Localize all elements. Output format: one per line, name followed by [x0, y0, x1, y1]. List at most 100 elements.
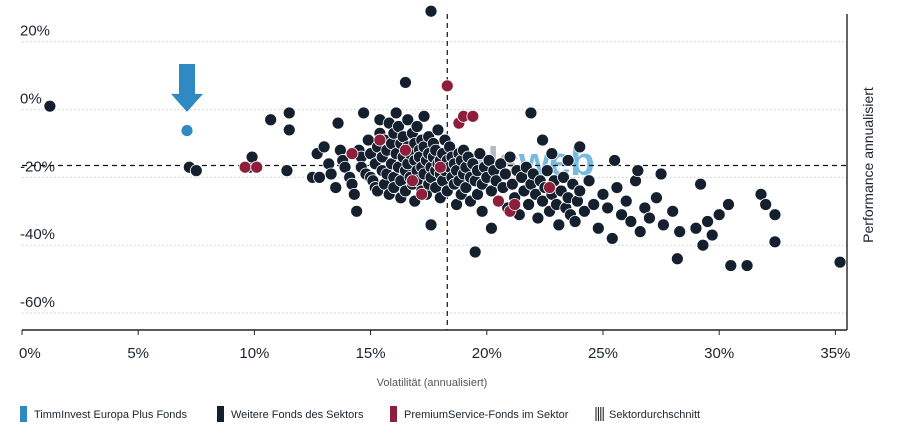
x-tick-label: 25% — [588, 345, 618, 362]
legend-item: Sektordurchschnitt — [595, 407, 700, 421]
legend-swatch — [217, 406, 224, 422]
premium-fund-point — [406, 174, 419, 188]
y-tick-label: -40% — [20, 226, 55, 243]
premium-fund-point — [543, 181, 556, 194]
sector-fund-point — [282, 123, 296, 137]
sector-fund-point — [282, 106, 296, 120]
sector-fund-point — [524, 106, 538, 120]
highlight-arrow — [171, 64, 203, 112]
sector-fund-point — [601, 201, 615, 215]
sector-fund-point — [561, 154, 575, 167]
sector-fund-point — [545, 147, 559, 161]
premium-fund-point — [433, 160, 447, 174]
sector-fund-point — [573, 140, 587, 154]
sector-fund-point — [329, 181, 343, 194]
premium-fund-point — [238, 160, 252, 174]
legend-label: TimmInvest Europa Plus Fonds — [34, 409, 188, 421]
sector-fund-point — [313, 170, 326, 184]
sector-fund-point — [615, 208, 628, 222]
premium-fund-point — [508, 198, 522, 211]
y-tick-label: -60% — [20, 294, 55, 311]
x-tick-label: 30% — [704, 345, 734, 362]
sector-fund-point — [280, 164, 294, 178]
legend-item: Weitere Fonds des Sektors — [217, 406, 364, 422]
premium-fund-point — [250, 160, 264, 174]
y-tick-label: 0% — [20, 91, 42, 108]
sector-fund-point — [643, 211, 656, 225]
sector-fund-point — [505, 177, 519, 191]
sector-fund-point — [43, 99, 57, 113]
sector-fund-point — [650, 191, 663, 205]
tick-labels: 0% 5% 10% 15% 20% 25% 30% 35% 20% 0% -20% -40% -60% — [19, 23, 850, 362]
sector-fund-point — [768, 208, 782, 222]
premium-fund-point — [345, 147, 359, 161]
x-tick-label: 5% — [127, 345, 149, 362]
sector-fund-point — [689, 221, 703, 235]
legend-swatch — [390, 406, 397, 422]
x-tick-label: 20% — [472, 345, 502, 362]
sector-fund-point — [587, 198, 601, 211]
legend: TimmInvest Europa Plus Fonds Weitere Fond… — [20, 406, 700, 422]
sector-fund-point — [431, 123, 445, 137]
sector-fund-point — [473, 147, 487, 161]
sector-fund-point — [399, 76, 412, 89]
sector-fund-point — [536, 194, 549, 208]
premium-fund-point — [492, 194, 505, 208]
sector-fund-point — [568, 215, 582, 228]
y-tick-label: 20% — [20, 23, 50, 40]
sector-fund-point — [522, 198, 536, 211]
sector-fund-point — [654, 167, 668, 181]
x-tick-label: 35% — [820, 345, 850, 362]
y-tick-label: -20% — [20, 158, 55, 175]
sector-fund-point — [694, 177, 707, 191]
sector-fund-point — [503, 150, 517, 164]
sector-fund-point — [498, 167, 512, 181]
sector-fund-point — [696, 238, 710, 252]
sector-fund-point — [350, 204, 364, 218]
sector-fund-point — [596, 187, 610, 201]
sector-fund-point — [673, 225, 687, 239]
sector-fund-point — [619, 194, 633, 208]
sector-fund-point — [631, 164, 645, 178]
sector-fund-point — [485, 221, 498, 235]
legend-label: PremiumService-Fonds im Sektor — [404, 409, 569, 421]
sector-fund-point — [624, 215, 638, 228]
premium-fund-point — [466, 109, 480, 123]
sector-fund-point — [324, 167, 338, 181]
sector-fund-point — [666, 204, 680, 218]
timminvest-fund-point — [180, 124, 194, 137]
premium-fund-point — [415, 187, 429, 201]
sector-fund-point — [189, 164, 203, 178]
sector-fund-point — [417, 109, 431, 123]
data-points — [43, 4, 847, 272]
sector-fund-point — [531, 211, 545, 225]
sector-fund-point — [540, 164, 554, 178]
sector-fund-point — [468, 245, 482, 259]
sector-fund-point — [633, 225, 647, 239]
sector-fund-point — [401, 113, 415, 127]
sector-fund-point — [833, 255, 847, 269]
sector-fund-point — [331, 116, 345, 130]
sector-fund-point — [410, 120, 424, 133]
sector-fund-point — [552, 218, 566, 232]
sector-fund-point — [582, 174, 596, 188]
sector-fund-point — [705, 228, 719, 242]
axes — [22, 14, 848, 331]
x-tick-label: 0% — [19, 345, 41, 362]
sector-fund-point — [536, 133, 549, 147]
legend-swatch — [20, 406, 27, 422]
legend-item: PremiumService-Fonds im Sektor — [390, 406, 569, 422]
sector-fund-point — [610, 181, 624, 194]
sector-fund-point — [605, 232, 619, 245]
highlight-arrow-group — [171, 64, 203, 112]
sector-fund-point — [712, 208, 726, 222]
sector-fund-point — [724, 259, 738, 272]
sector-fund-point — [573, 184, 587, 198]
sector-fund-point — [577, 204, 591, 218]
sector-fund-point — [389, 106, 403, 120]
sector-fund-point — [740, 259, 754, 272]
premium-fund-point — [440, 79, 454, 93]
sector-fund-point — [722, 198, 735, 211]
sector-fund-point — [701, 215, 714, 228]
